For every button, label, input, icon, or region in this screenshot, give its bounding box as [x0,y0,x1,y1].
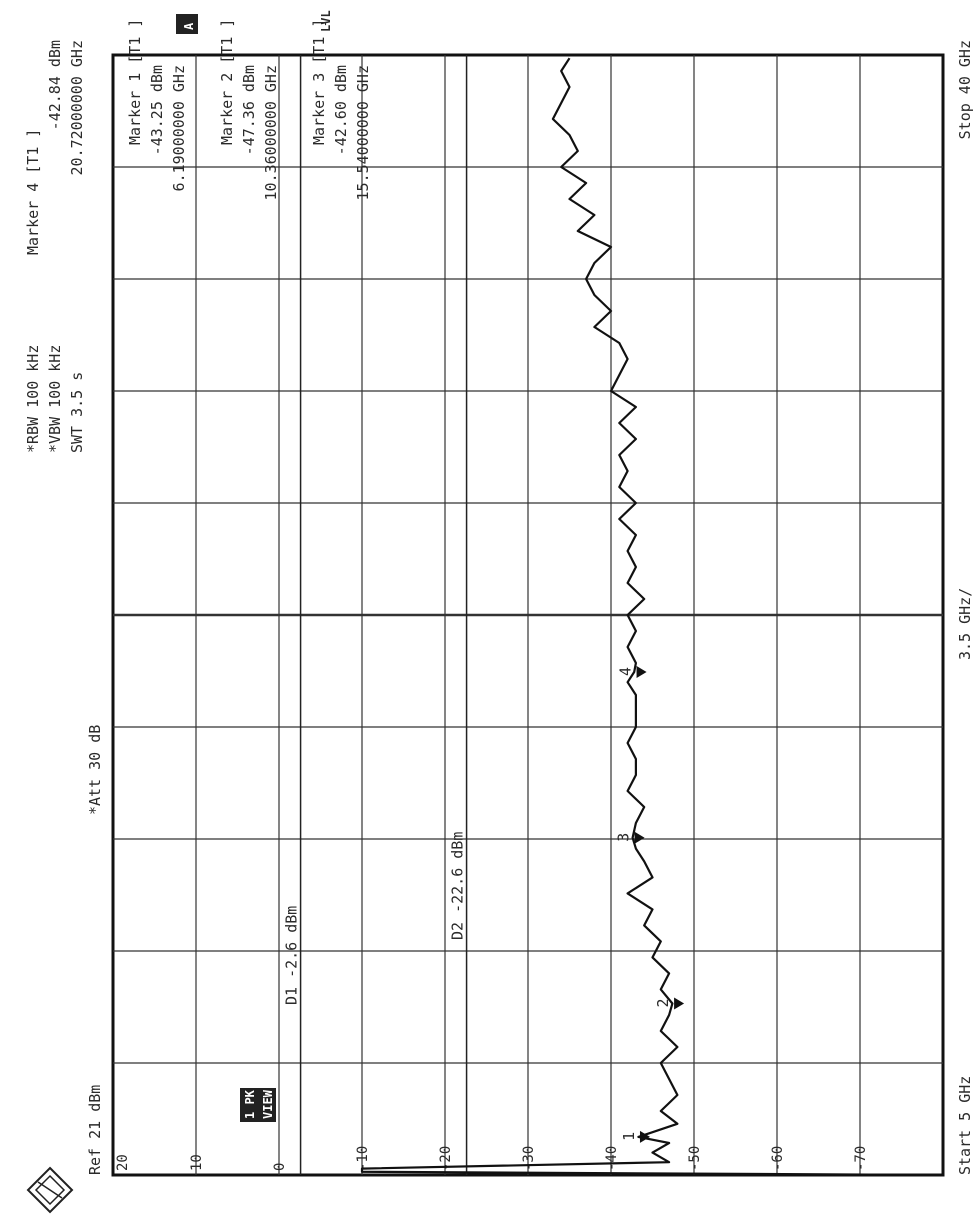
y-tick-label: 0 [272,1163,288,1171]
marker-1-symbol [639,1130,650,1143]
d1-label: D1 -2.6 dBm [283,906,301,1005]
marker-3-level: -42.60 dBm [332,65,350,155]
trace-line [360,57,944,1177]
span-label: 3.5 GHz/ [956,588,974,660]
lvl-label: LVL [319,10,333,32]
marker-4-symbol [636,665,647,678]
marker-3-title: Marker 3 [T1 ] [310,19,328,145]
indicator-a-box [176,14,198,34]
y-tick-label: -40 [604,1146,620,1171]
marker-info-box: Marker 1 [T1 ] -43.25 dBm 6.19000000 GHz… [126,19,372,201]
marker-2-symbol [674,997,685,1010]
marker-4-label: 4 [617,667,635,676]
y-tick-labels: 20 10 0 -10 -20 -30 -40 -50 -60 -70 [115,1146,869,1171]
trace-label-text-1: 1 PK [243,1089,257,1119]
d2-label: D2 -22.6 dBm [449,832,467,940]
y-tick-label: 10 [189,1154,205,1171]
marker-1-title: Marker 1 [T1 ] [126,19,144,145]
trace-label-text-2: VIEW [261,1089,275,1119]
ref-label: Ref 21 dBm [86,1085,104,1175]
start-label: Start 5 GHz [956,1076,974,1175]
swt-label: SWT 3.5 s [68,372,86,453]
marker-1-freq: 6.19000000 GHz [170,65,188,191]
display-lines: D1 -2.6 dBm D2 -22.6 dBm [283,55,468,1175]
indicator-a: A [182,22,196,30]
y-tick-label: -30 [521,1146,537,1171]
rs-logo [26,1166,74,1214]
trace-label: 1 PK VIEW [240,1088,276,1122]
marker-1-level: -43.25 dBm [148,65,166,155]
marker-2-freq: 10.36000000 GHz [262,65,280,200]
marker-2-title: Marker 2 [T1 ] [218,19,236,145]
marker-2-label: 2 [654,998,672,1007]
marker-readout-level: -42.84 dBm [46,40,64,130]
marker-3-symbol [634,831,645,844]
marker-2-level: -47.36 dBm [240,65,258,155]
marker-readout-title: Marker 4 [T1 ] [24,129,42,255]
y-tick-label: -50 [687,1146,703,1171]
vbw-label: *VBW 100 kHz [46,345,64,453]
rbw-label: *RBW 100 kHz [24,345,42,453]
plot-area: 20 10 0 -10 -20 -30 -40 -50 -60 -70 D1 -2.6 dBm D… [111,19,945,1177]
marker-3-freq: 15.54000000 GHz [354,65,372,200]
y-tick-label: -10 [355,1146,371,1171]
y-tick-label: 20 [115,1154,131,1171]
y-tick-label: -60 [770,1146,786,1171]
marker-3-label: 3 [615,833,633,842]
marker-1-label: 1 [620,1132,638,1141]
y-tick-label: -70 [853,1146,869,1171]
trace-label-box-1 [240,1088,258,1122]
grid [113,55,943,1175]
trace-label-box-2 [258,1088,276,1122]
markers: 1 2 3 4 [615,665,685,1143]
y-tick-label: -20 [438,1146,454,1171]
stop-label: Stop 40 GHz [956,40,974,139]
marker-readout-freq: 20.72000000 GHz [68,40,86,175]
att-label: *Att 30 dB [86,725,104,815]
